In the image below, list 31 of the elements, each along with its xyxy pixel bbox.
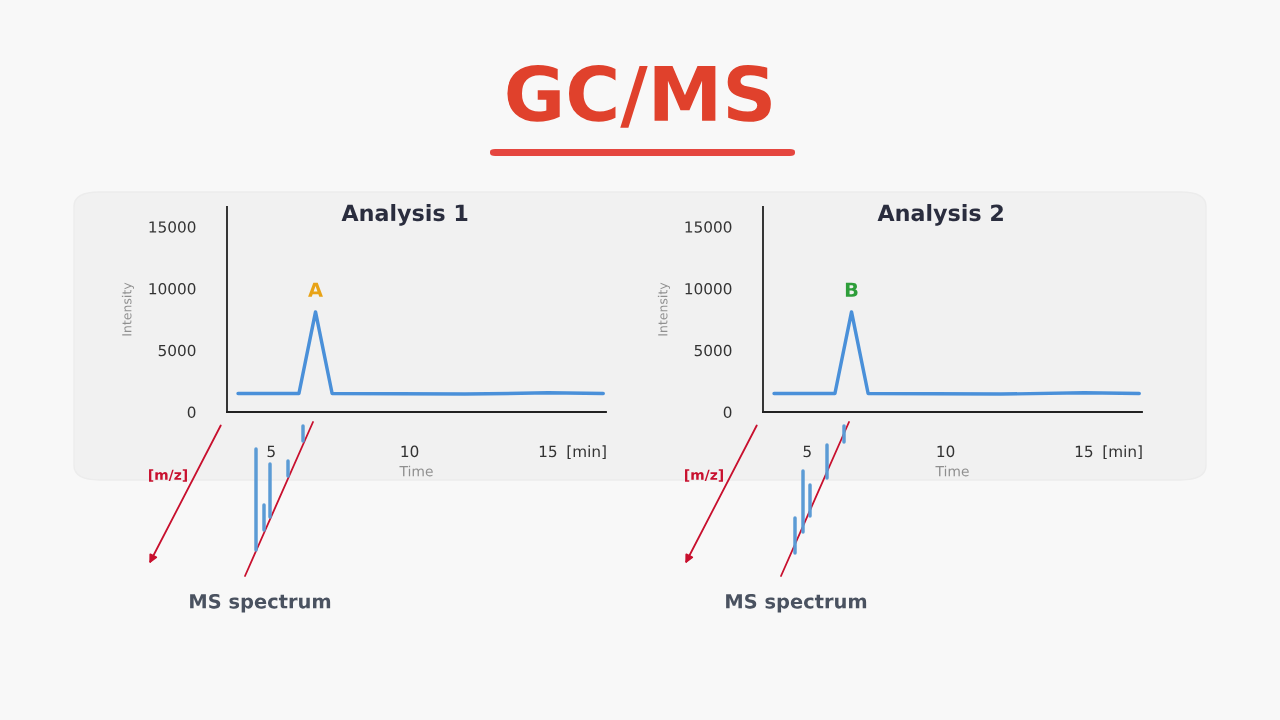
x-tick-label: 5 — [803, 445, 811, 458]
line-series — [236, 310, 605, 396]
x-tick-label: 10 — [401, 445, 419, 458]
y-tick-label: 10000 — [149, 282, 196, 295]
y-tick-label: 5000 — [158, 344, 196, 357]
y-tick-label: 0 — [723, 406, 732, 419]
text: [m/z] — [149, 469, 187, 482]
text: [m/z] — [685, 469, 723, 482]
x-tick-label: [min] — [567, 445, 606, 459]
x-tick-label: 15 — [539, 445, 557, 458]
text: GC/MS — [507, 65, 771, 128]
chart-title: Analysis 2 — [877, 204, 1003, 226]
y-tick-label: 15000 — [149, 221, 196, 233]
y-tick-label: 10000 — [685, 282, 732, 295]
chart-title: Analysis 1 — [341, 204, 468, 226]
line-series — [772, 310, 1141, 396]
annotation: A — [308, 282, 323, 297]
y-axis-title: Intensity — [121, 282, 134, 336]
x-tick-label: 10 — [937, 445, 955, 458]
x-tick-label: 5 — [267, 445, 275, 458]
y-tick-label: 5000 — [694, 344, 732, 357]
text: MS spectrum — [190, 593, 331, 613]
annotation: B — [845, 282, 858, 297]
x-tick-label: 15 — [1075, 445, 1093, 458]
x-tick-label: [min] — [1103, 445, 1142, 459]
y-tick-label: 15000 — [685, 221, 732, 233]
y-tick-label: 0 — [187, 406, 196, 419]
x-axis-title: Time — [399, 465, 433, 477]
y-axis-title: Intensity — [657, 282, 670, 336]
x-axis-title: Time — [935, 465, 969, 477]
text: MS spectrum — [726, 593, 867, 613]
